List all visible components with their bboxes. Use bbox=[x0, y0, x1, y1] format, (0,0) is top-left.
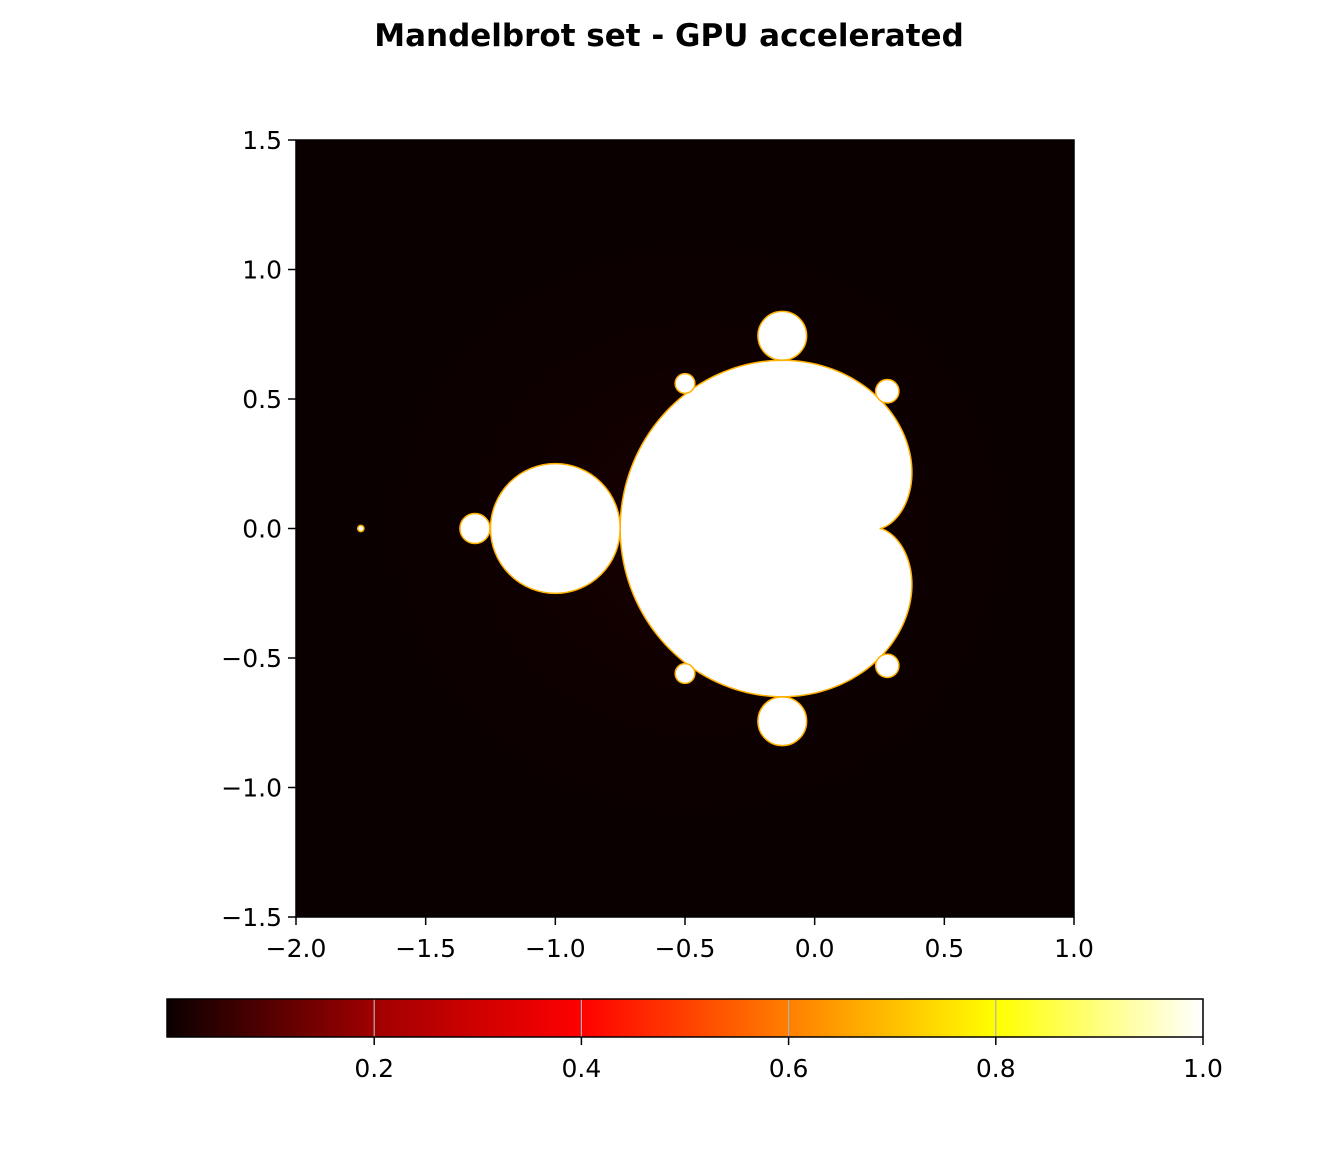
set-bulb-2 bbox=[757, 310, 808, 361]
x-tick-label: −1.5 bbox=[395, 934, 456, 963]
colorbar-gradient bbox=[167, 999, 1203, 1037]
x-tick-label: 0.0 bbox=[795, 934, 835, 963]
set-bulb-5 bbox=[874, 378, 900, 404]
colorbar-tick-label: 0.2 bbox=[354, 1054, 394, 1083]
set-layer bbox=[356, 310, 913, 747]
y-axis: 1.5 1.0 0.5 0.0 −0.5 −1.0 −1.5 bbox=[221, 126, 296, 932]
set-bulb-6 bbox=[874, 653, 900, 679]
y-tick-label: −1.0 bbox=[221, 774, 282, 803]
set-bulb-4 bbox=[459, 512, 491, 545]
colorbar-tick-label: 1.0 bbox=[1183, 1054, 1223, 1083]
set-bulb-8 bbox=[674, 662, 696, 685]
y-tick-label: 0.0 bbox=[242, 515, 282, 544]
colorbar: 0.2 0.4 0.6 0.8 1.0 bbox=[166, 998, 1223, 1083]
colorbar-tick-label: 0.8 bbox=[976, 1054, 1016, 1083]
set-bulb-9 bbox=[356, 524, 365, 533]
y-tick-label: 1.5 bbox=[242, 126, 282, 155]
set-bulb-7 bbox=[674, 372, 696, 395]
x-tick-label: −0.5 bbox=[655, 934, 716, 963]
x-tick-label: −1.0 bbox=[525, 934, 586, 963]
colorbar-frame bbox=[166, 998, 1204, 1038]
colorbar-tick-label: 0.6 bbox=[769, 1054, 809, 1083]
y-tick-label: 0.5 bbox=[242, 385, 282, 414]
set-bulb-3 bbox=[757, 696, 808, 747]
x-axis: −2.0 −1.5 −1.0 −0.5 0.0 0.5 1.0 bbox=[266, 917, 1094, 963]
x-tick-label: 0.5 bbox=[924, 934, 964, 963]
x-tick-label: −2.0 bbox=[266, 934, 327, 963]
colorbar-tick-label: 0.4 bbox=[562, 1054, 602, 1083]
x-tick-label: 1.0 bbox=[1054, 934, 1094, 963]
y-tick-label: 1.0 bbox=[242, 256, 282, 285]
set-bulb-1 bbox=[489, 462, 621, 595]
y-tick-label: −1.5 bbox=[221, 903, 282, 932]
chart-title: Mandelbrot set - GPU accelerated bbox=[374, 18, 964, 54]
y-tick-label: −0.5 bbox=[221, 644, 282, 673]
